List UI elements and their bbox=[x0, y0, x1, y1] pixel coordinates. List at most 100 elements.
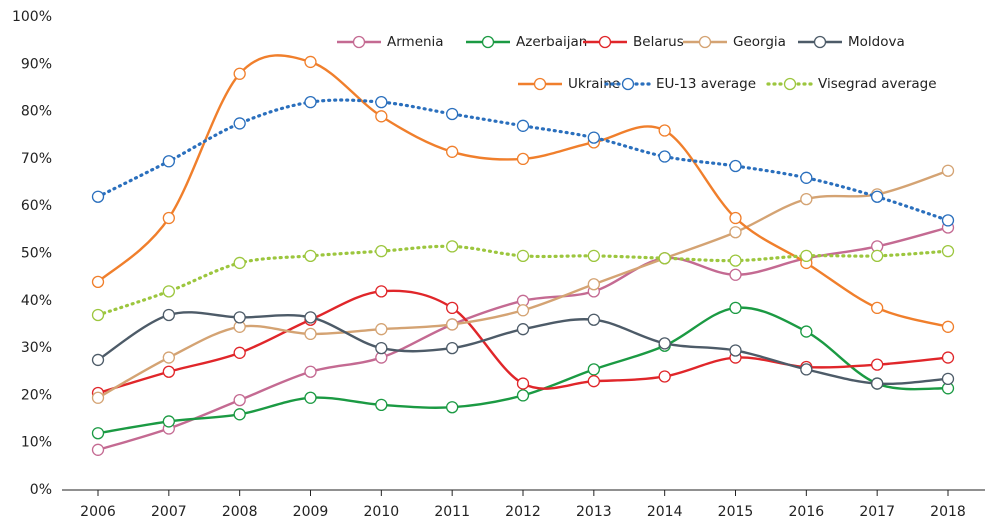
data-point bbox=[800, 171, 813, 184]
data-point bbox=[233, 393, 246, 407]
data-point bbox=[446, 341, 459, 355]
data-point bbox=[162, 211, 175, 225]
data-point bbox=[233, 256, 246, 270]
data-point bbox=[800, 249, 813, 263]
data-point bbox=[446, 145, 459, 158]
legend: Armenia Azerbaijan Belarus Georgia Moldova Uk… bbox=[337, 34, 937, 92]
y-tick-label: 30% bbox=[21, 340, 52, 356]
data-point bbox=[800, 325, 813, 338]
data-point bbox=[304, 55, 317, 69]
x-tick-label: 2007 bbox=[151, 504, 187, 520]
data-point bbox=[941, 244, 955, 258]
x-tick-label: 2008 bbox=[222, 504, 258, 520]
x-tick-label: 2006 bbox=[80, 504, 116, 520]
y-tick-label: 40% bbox=[21, 293, 52, 309]
legend-label: EU-13 average bbox=[656, 76, 756, 92]
data-point bbox=[162, 308, 175, 322]
data-point bbox=[446, 240, 459, 253]
data-point bbox=[800, 192, 813, 206]
data-point bbox=[729, 268, 742, 281]
x-tick-label: 2010 bbox=[364, 504, 400, 520]
x-tick-label: 2014 bbox=[647, 504, 683, 520]
y-tick-label: 60% bbox=[21, 198, 52, 214]
data-point bbox=[941, 164, 955, 177]
data-point bbox=[871, 358, 884, 371]
data-point bbox=[91, 353, 105, 367]
series-line bbox=[97, 311, 949, 386]
data-point bbox=[587, 375, 600, 388]
data-point bbox=[516, 304, 530, 317]
data-point bbox=[91, 427, 105, 440]
data-point bbox=[941, 351, 955, 364]
y-tick-label: 70% bbox=[21, 151, 52, 167]
x-tick-label: 2011 bbox=[434, 504, 470, 520]
data-point bbox=[162, 415, 175, 428]
data-point bbox=[233, 408, 246, 421]
data-point bbox=[375, 95, 388, 109]
data-point bbox=[516, 389, 530, 402]
data-point bbox=[446, 301, 459, 315]
legend-marker bbox=[481, 35, 495, 49]
data-point bbox=[871, 190, 884, 203]
data-point bbox=[658, 124, 671, 137]
legend-label: Belarus bbox=[633, 34, 684, 50]
data-point bbox=[375, 285, 388, 298]
data-point bbox=[446, 107, 459, 121]
data-point bbox=[375, 341, 388, 355]
data-point bbox=[375, 244, 388, 258]
x-tick-label: 2009 bbox=[293, 504, 329, 520]
data-point bbox=[91, 443, 105, 456]
data-point bbox=[375, 110, 388, 123]
data-point bbox=[304, 249, 317, 263]
data-point bbox=[304, 365, 317, 378]
legend-marker bbox=[598, 35, 612, 49]
data-point bbox=[516, 323, 530, 336]
x-tick-label: 2018 bbox=[930, 504, 966, 520]
legend-marker bbox=[783, 77, 797, 91]
y-tick-label: 20% bbox=[21, 387, 52, 403]
data-point bbox=[162, 351, 175, 364]
data-point bbox=[658, 150, 671, 163]
legend-label: Visegrad average bbox=[818, 76, 937, 92]
legend-marker bbox=[352, 35, 366, 49]
data-point bbox=[729, 301, 742, 315]
data-point bbox=[729, 344, 742, 357]
data-point bbox=[375, 323, 388, 336]
data-point bbox=[162, 285, 175, 298]
data-point bbox=[233, 311, 246, 324]
y-tick-label: 50% bbox=[21, 246, 52, 262]
data-point bbox=[162, 155, 175, 168]
data-point bbox=[304, 327, 317, 341]
data-point bbox=[162, 365, 175, 378]
data-point bbox=[304, 311, 317, 324]
data-point bbox=[91, 275, 105, 289]
data-point bbox=[446, 401, 459, 414]
y-tick-label: 10% bbox=[21, 435, 52, 451]
series-line bbox=[97, 169, 949, 399]
x-tick-label: 2015 bbox=[718, 504, 754, 520]
data-point bbox=[871, 249, 884, 263]
data-point bbox=[516, 377, 530, 390]
y-tick-label: 80% bbox=[21, 104, 52, 120]
legend-label: Moldova bbox=[848, 34, 905, 50]
data-point bbox=[233, 117, 246, 130]
data-point bbox=[91, 391, 105, 404]
legend-label: Ukraine bbox=[568, 76, 620, 92]
legend-label: Georgia bbox=[733, 34, 786, 50]
data-point bbox=[941, 320, 955, 333]
data-point bbox=[587, 278, 600, 291]
data-point bbox=[941, 372, 955, 385]
x-tick-label: 2012 bbox=[505, 504, 541, 520]
data-point bbox=[587, 363, 600, 376]
data-point bbox=[941, 214, 955, 227]
x-tick-label: 2016 bbox=[789, 504, 825, 520]
data-point bbox=[587, 249, 600, 263]
series-line bbox=[97, 54, 949, 328]
data-point bbox=[375, 398, 388, 412]
data-point bbox=[304, 95, 317, 109]
data-point bbox=[233, 346, 246, 359]
data-point bbox=[729, 159, 742, 173]
legend-label: Armenia bbox=[387, 34, 444, 50]
data-point bbox=[587, 131, 600, 144]
legend-label: Azerbaijan bbox=[516, 34, 587, 50]
